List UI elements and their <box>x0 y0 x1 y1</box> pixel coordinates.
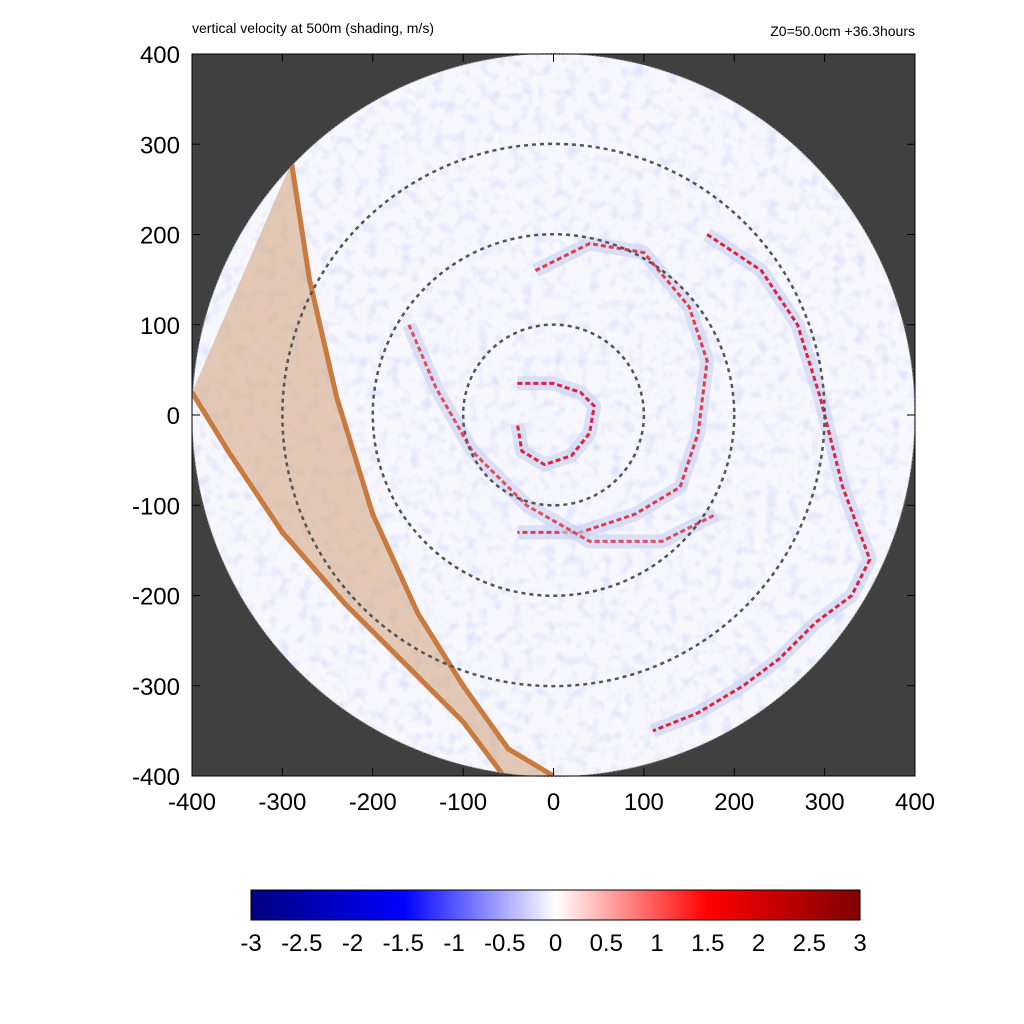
y-tick-label: 200 <box>140 223 180 250</box>
colorbar-tick-label: 1.5 <box>691 930 724 957</box>
y-tick-label: -200 <box>132 584 180 611</box>
colorbar-tick-label: 0 <box>549 930 562 957</box>
land-band <box>192 161 555 777</box>
colorbar-tick-label: -3 <box>240 930 261 957</box>
plot-area: -400 -300 -200 -100 0 100 200 300 400 400 300 200 10… <box>132 42 935 816</box>
colorbar-tick-label: 0.5 <box>590 930 623 957</box>
colorbar-tick-label: 2.5 <box>793 930 826 957</box>
colorbar-tick-label: -2.5 <box>281 930 322 957</box>
colorbar-labels: -3 -2.5 -2 -1.5 -1 -0.5 0 0.5 1 1.5 2 2.5 3 <box>240 930 866 957</box>
x-tick-label: 300 <box>805 789 845 816</box>
y-tick-label: 300 <box>140 132 180 159</box>
colorbar-tick-label: -1 <box>443 930 464 957</box>
land-edge-inner <box>192 391 506 777</box>
x-tick-label: -100 <box>439 789 487 816</box>
colorbar-tick-label: -2 <box>342 930 363 957</box>
land-region <box>192 162 554 777</box>
chart-title: vertical velocity at 500m (shading, m/s) <box>192 20 434 36</box>
x-tick-label: -400 <box>168 789 216 816</box>
spiral-band <box>517 242 709 534</box>
y-tick-label: 0 <box>167 403 180 430</box>
y-tick-label: -100 <box>132 493 180 520</box>
colorbar-tick-label: -0.5 <box>484 930 525 957</box>
y-tick-label: 400 <box>140 42 180 69</box>
spiral-band <box>407 324 717 543</box>
x-tick-label: -300 <box>258 789 306 816</box>
range-circles <box>281 142 826 688</box>
range-circle <box>371 233 736 597</box>
colorbar-tick-label: 3 <box>853 930 866 957</box>
y-tick-label: -300 <box>132 674 180 701</box>
x-tick-label: 400 <box>895 789 935 816</box>
axis-ticks: -400 -300 -200 -100 0 100 200 300 400 400 300 200 10… <box>132 42 935 816</box>
colorbar: -3 -2.5 -2 -1.5 -1 -0.5 0 0.5 1 1.5 2 2.5 3 <box>240 889 867 957</box>
domain-field <box>192 53 915 777</box>
spiral-bands <box>402 228 877 738</box>
colorbar-tick-label: 2 <box>752 930 765 957</box>
y-tick-label: -400 <box>132 764 180 791</box>
colorbar-tick-label: -1.5 <box>383 930 424 957</box>
chart-subtitle: Z0=50.0cm +36.3hours <box>770 23 915 39</box>
land-edge-outer <box>288 161 555 777</box>
range-circle <box>281 142 826 688</box>
y-tick-label: 100 <box>140 313 180 340</box>
x-tick-label: 100 <box>624 789 664 816</box>
x-tick-label: 0 <box>547 789 560 816</box>
spiral-band <box>652 233 872 733</box>
range-circle <box>461 323 646 507</box>
x-tick-label: -200 <box>349 789 397 816</box>
colorbar-gradient <box>250 889 861 921</box>
x-tick-label: 200 <box>714 789 754 816</box>
colorbar-tick-label: 1 <box>650 930 663 957</box>
spiral-band <box>515 381 596 467</box>
